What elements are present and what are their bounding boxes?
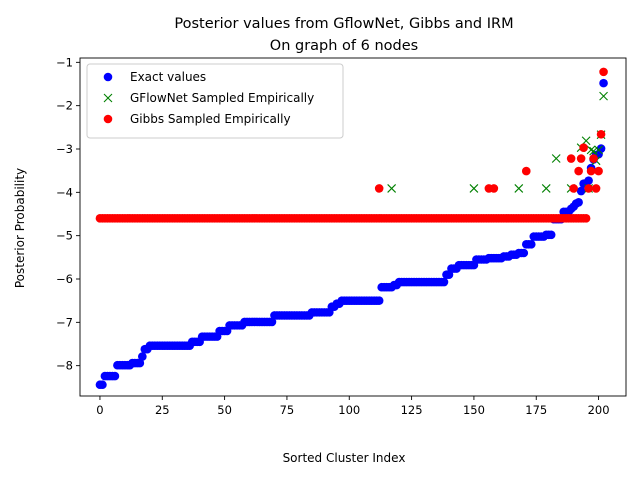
y-tick-label: −2: [56, 99, 73, 113]
x-tick-label: 50: [217, 403, 232, 417]
exact-value-point: [526, 240, 536, 249]
y-tick-label: −3: [56, 142, 73, 156]
gibbs-point: [569, 184, 578, 193]
gibbs-point: [596, 129, 606, 139]
y-axis-ticks: −8 −7 −6 −5 −4 −3 −2 −1: [56, 55, 80, 373]
exact-value-point: [599, 78, 608, 88]
gibbs-point: [576, 154, 586, 163]
legend: Exact values GFlowNet Sampled Empirically…: [86, 63, 344, 139]
legend-label: Gibbs Sampled Empirically: [130, 112, 291, 126]
gibbs-point: [586, 166, 596, 176]
x-axis-ticks: 0 25 50 75 100 125 150 175 200: [96, 396, 610, 417]
legend-entry-1: Exact values: [103, 70, 206, 84]
gibbs-point: [574, 166, 583, 176]
gibbs-point: [566, 154, 576, 163]
chart-title-line-2: On graph of 6 nodes: [270, 38, 418, 54]
gibbs-point: [579, 143, 588, 152]
x-axis-label: Sorted Cluster Index: [283, 451, 406, 465]
legend-box: [86, 63, 344, 139]
x-tick-label: 100: [338, 403, 360, 417]
exact-value-point: [98, 380, 107, 390]
gibbs-point: [589, 154, 598, 163]
y-tick-label: −8: [56, 359, 73, 373]
y-tick-label: −6: [56, 272, 73, 286]
legend-marker: [103, 72, 113, 82]
legend-entry-3: Gibbs Sampled Empirically: [103, 112, 291, 126]
gibbs-point: [599, 67, 608, 77]
gflownet-point: [514, 184, 524, 193]
gflownet-point: [599, 91, 608, 101]
exact-value-point: [576, 186, 586, 196]
gibbs-point: [489, 184, 499, 193]
exact-value-point: [267, 317, 277, 327]
exact-value-point: [574, 198, 583, 207]
y-tick-label: −7: [56, 315, 73, 329]
exact-value-point: [546, 230, 556, 240]
gflownet-point: [589, 146, 598, 156]
x-tick-label: 125: [401, 403, 423, 417]
exact-value-point: [110, 371, 120, 381]
gflownet-point: [387, 184, 397, 193]
exact-value-point: [135, 358, 145, 368]
legend-marker: [103, 93, 113, 103]
exact-value-point: [596, 144, 606, 153]
y-tick-label: −4: [56, 185, 73, 199]
gflownet-point: [586, 145, 596, 155]
x-tick-label: 150: [463, 403, 485, 417]
gibbs-point: [584, 184, 593, 193]
y-axis-label: Posterior Probability: [13, 168, 27, 288]
gflownet-point: [469, 184, 479, 193]
exact-value-point: [519, 248, 529, 258]
gibbs-point: [521, 166, 531, 176]
plot-area: [79, 57, 627, 397]
gibbs-point: [374, 184, 384, 193]
y-tick-label: −1: [56, 55, 73, 69]
legend-entry-2: GFlowNet Sampled Empirically: [103, 91, 314, 105]
x-tick-label: 75: [280, 403, 295, 417]
legend-label: Exact values: [130, 70, 206, 84]
chart-title-line-1: Posterior values from GflowNet, Gibbs an…: [174, 16, 513, 32]
x-tick-label: 0: [96, 403, 103, 417]
x-tick-label: 175: [525, 403, 547, 417]
gibbs-point: [591, 184, 601, 193]
gflownet-point: [594, 145, 603, 155]
gflownet-point: [551, 154, 561, 163]
x-tick-label: 25: [155, 403, 170, 417]
exact-value-point: [138, 352, 147, 361]
gibbs-point: [594, 166, 603, 176]
exact-value-point: [439, 277, 449, 287]
series-1-markers: [95, 78, 608, 390]
x-tick-label: 200: [588, 403, 610, 417]
exact-value-point: [374, 296, 384, 305]
y-tick-label: −5: [56, 229, 73, 243]
exact-value-point: [584, 176, 593, 185]
series-3-markers: [95, 67, 608, 223]
legend-label: GFlowNet Sampled Empirically: [130, 91, 314, 105]
gibbs-point: [581, 214, 591, 223]
plot-frame: [79, 57, 627, 397]
legend-marker: [103, 114, 113, 124]
gflownet-point: [541, 184, 551, 193]
